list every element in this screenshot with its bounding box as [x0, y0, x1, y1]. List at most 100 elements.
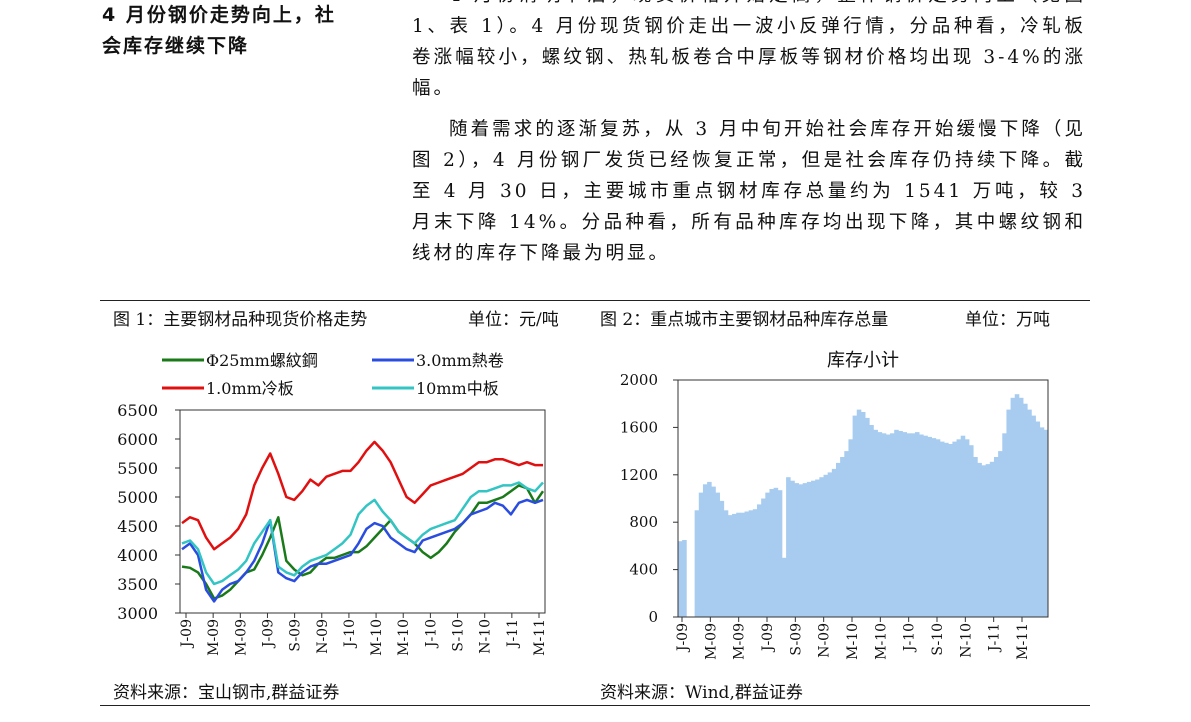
inventory-bar	[744, 511, 750, 617]
y-tick-label: 0	[648, 608, 658, 626]
chart-title: 库存小计	[827, 350, 899, 371]
inventory-bar	[823, 474, 829, 617]
figure1-caption: 图 1：主要钢材品种现货价格走势	[113, 310, 368, 330]
x-tick-label: N-10	[958, 623, 974, 658]
inventory-bar	[748, 510, 754, 617]
plot-frame	[677, 379, 1049, 618]
inventory-bar	[960, 435, 966, 617]
y-tick-label: 6500	[117, 401, 158, 420]
y-tick-label: 5000	[117, 488, 158, 507]
legend-label: 1.0mm冷板	[206, 379, 294, 398]
section-heading-line-2: 会库存继续下降	[102, 35, 250, 57]
y-tick-label: 4000	[117, 546, 158, 565]
section-heading-line-1: 4 月份钢价走势向上，社	[102, 4, 336, 26]
inventory-bar	[969, 445, 974, 617]
inventory-bar	[1043, 429, 1049, 617]
x-tick-label: J-10	[902, 623, 918, 653]
legend-label: Φ25mm螺紋鋼	[206, 351, 318, 370]
inventory-bar	[956, 439, 962, 618]
x-tick-label: M-09	[703, 623, 719, 660]
inventory-bar	[798, 484, 804, 617]
inventory-bar	[890, 433, 895, 617]
y-tick-label: 6000	[117, 430, 158, 449]
inventory-bar	[781, 557, 787, 618]
x-tick-label: S-10	[451, 619, 467, 652]
inventory-area-chart: 库存小计 2000 1600 1200 800 400 0 J-09 M-09 M-09 J-09 S…	[620, 350, 1049, 660]
inventory-bar	[1002, 433, 1007, 617]
x-tick-label: M-10	[873, 623, 889, 660]
x-tick-label: S-09	[788, 623, 804, 656]
inventory-bar	[981, 465, 987, 617]
inventory-bar	[682, 540, 687, 617]
y-tick-label: 1600	[620, 418, 658, 436]
inventory-bar	[1035, 421, 1041, 617]
x-tick-label: M-09	[206, 619, 222, 656]
inventory-bar	[1031, 415, 1036, 617]
x-tick-label: M-10	[396, 619, 412, 656]
inventory-bar	[752, 509, 758, 617]
inventory-bar	[948, 444, 953, 617]
inventory-bar	[811, 480, 816, 617]
inventory-bar	[756, 504, 762, 617]
inventory-bar	[998, 451, 1003, 617]
inventory-bar	[844, 451, 849, 617]
inventory-bar	[919, 434, 924, 617]
inventory-bar	[719, 500, 725, 617]
section-heading: 4 月份钢价走势向上，社 会库存继续下降	[102, 0, 392, 62]
inventory-bar	[678, 541, 683, 617]
top-rule	[100, 300, 1090, 301]
inventory-bar	[977, 462, 982, 617]
inventory-bar	[711, 486, 716, 617]
paragraph-price-trend: 4 月份清明节后，现货价格开始走高，整体钢价走势向上（见图 1、表 1）。4 月…	[412, 0, 1086, 99]
inventory-bar	[894, 429, 899, 617]
inventory-bar	[910, 433, 916, 617]
y-tick-label: 800	[629, 513, 658, 531]
y-tick-label: 5500	[117, 459, 158, 478]
inventory-bar	[898, 431, 903, 617]
x-tick-label: J-10	[423, 619, 439, 649]
x-tick-label: M-09	[233, 619, 249, 656]
inventory-bar	[732, 513, 737, 617]
x-tick-label: J-09	[675, 623, 691, 653]
inventory-bar	[765, 492, 770, 617]
figure1-unit: 单位：元/吨	[468, 310, 559, 330]
x-tick-label: J-09	[179, 619, 195, 649]
y-tick-label: 3500	[117, 575, 158, 594]
inventory-bar	[952, 441, 957, 617]
price-line-chart: 6500 6000 5500 5000 4500 4000 3500 3000 J-09 M-09…	[117, 351, 548, 656]
inventory-bar	[914, 432, 920, 617]
plot-frame	[179, 409, 546, 614]
inventory-bar	[794, 483, 799, 617]
inventory-bar	[848, 439, 854, 618]
inventory-bar	[985, 464, 991, 617]
x-tick-label: N-09	[817, 623, 833, 658]
inventory-bar	[939, 441, 945, 617]
inventory-bar	[723, 510, 729, 617]
inventory-bar	[1027, 409, 1032, 617]
inventory-bar	[698, 492, 704, 617]
inventory-bar	[1010, 397, 1016, 617]
x-tick-label: S-09	[288, 619, 304, 652]
inventory-bar	[790, 480, 795, 617]
inventory-bar	[736, 512, 741, 617]
inventory-bar	[840, 457, 845, 617]
bottom-rule	[100, 705, 1090, 706]
x-tick-label: M-10	[369, 619, 385, 656]
inventory-bar	[1018, 397, 1024, 617]
inventory-bar	[802, 483, 808, 617]
x-tick-label: J-09	[760, 623, 776, 653]
inventory-bar	[964, 439, 970, 618]
legend-label: 10mm中板	[416, 379, 499, 398]
x-tick-label: M-09	[732, 623, 748, 660]
inventory-bar	[869, 425, 874, 617]
inventory-bar	[815, 479, 820, 617]
inventory-bar	[873, 429, 878, 617]
x-tick-label: M-11	[532, 619, 548, 656]
inventory-bar	[694, 510, 700, 617]
x-tick-label: J-11	[987, 623, 1003, 653]
inventory-bar	[1023, 403, 1028, 617]
inventory-bar	[769, 489, 775, 617]
inventory-bar	[727, 515, 733, 617]
inventory-bar	[827, 472, 833, 617]
paragraph-inventory: 随着需求的逐渐复苏，从 3 月中旬开始社会库存开始缓慢下降（见图 2），4 月份…	[412, 119, 1086, 264]
